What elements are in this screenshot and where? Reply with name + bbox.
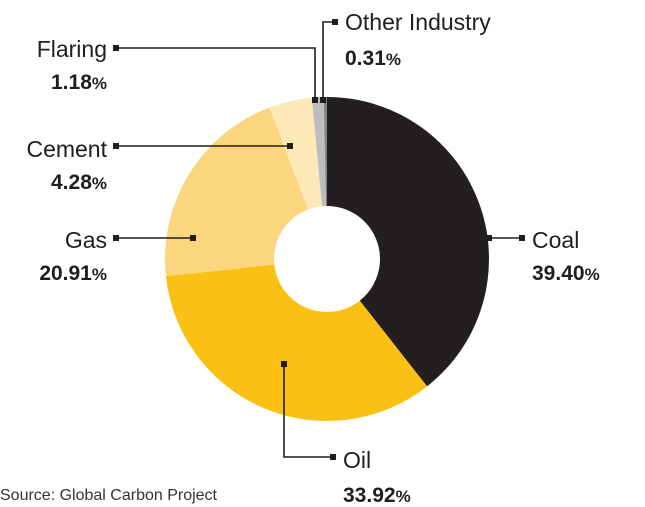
slice-value-flaring: 1.18% <box>51 71 107 94</box>
slice-value-other-industry: 0.31% <box>345 47 401 70</box>
leader-marker-flaring-inner <box>312 97 318 103</box>
slice-label-other-industry: Other Industry <box>345 9 491 35</box>
slice-value-coal: 39.40% <box>532 262 600 285</box>
slice-value-oil: 33.92% <box>343 484 411 507</box>
leader-line-other-industry <box>322 21 335 100</box>
slice-value-cement: 4.28% <box>51 171 107 194</box>
leader-line-oil <box>283 364 333 458</box>
leader-marker-flaring-outer <box>113 45 119 51</box>
slice-labels: Coal 39.40% Oil 33.92% Gas 20.91% Cement 4.28% F… <box>26 9 599 507</box>
slices-group <box>164 96 489 422</box>
leader-marker-oil-outer <box>330 454 336 460</box>
leader-lines <box>113 19 525 460</box>
slice-value-gas: 20.91% <box>39 262 107 285</box>
slice-label-cement: Cement <box>26 136 107 162</box>
donut-hole <box>274 206 380 312</box>
leader-marker-cement-inner <box>287 143 293 149</box>
slice-label-gas: Gas <box>65 227 107 253</box>
leader-marker-oil-inner <box>281 361 287 367</box>
slice-label-flaring: Flaring <box>37 36 107 62</box>
leader-marker-gas-outer <box>113 235 119 241</box>
leader-marker-coal-outer <box>519 235 525 241</box>
slice-coal <box>327 97 489 387</box>
slice-oil <box>165 259 428 422</box>
leader-marker-other-industry-inner <box>320 97 326 103</box>
leader-marker-gas-inner <box>190 235 196 241</box>
slice-label-oil: Oil <box>343 447 371 473</box>
source-note: Source: Global Carbon Project <box>0 487 218 504</box>
leader-marker-coal-inner <box>486 235 492 241</box>
leader-line-flaring <box>116 47 316 100</box>
leader-marker-cement-outer <box>113 143 119 149</box>
slice-label-coal: Coal <box>532 227 579 253</box>
leader-marker-other-industry-outer <box>332 19 338 25</box>
